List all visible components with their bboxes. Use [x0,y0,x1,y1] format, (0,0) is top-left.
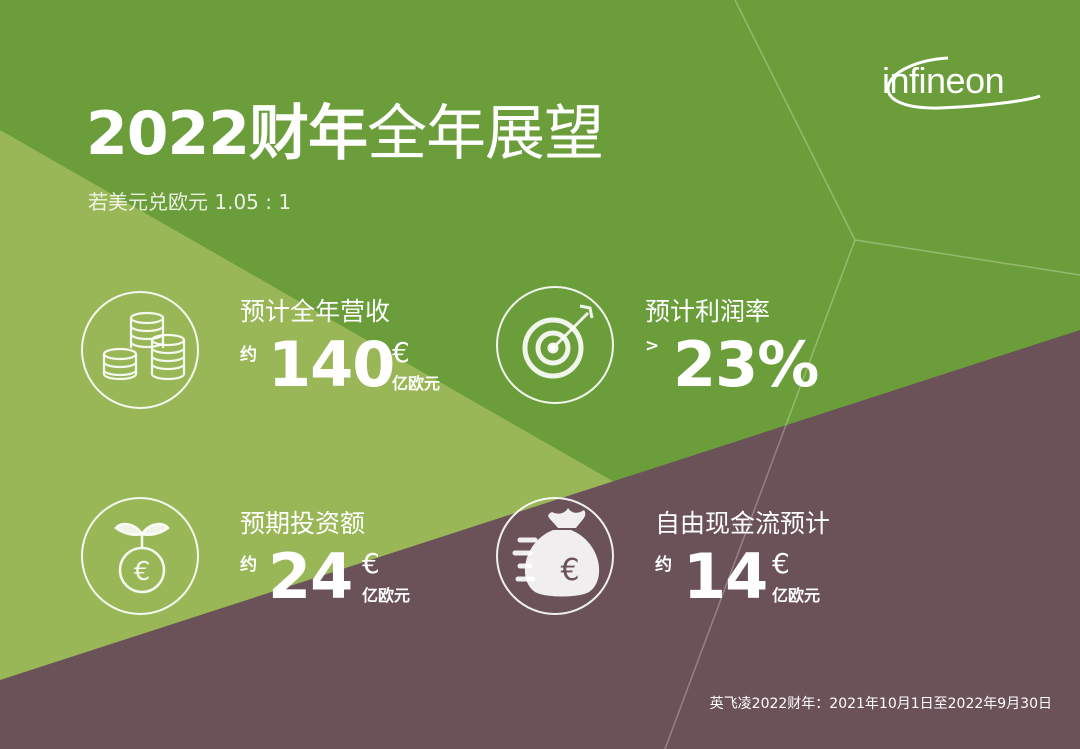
investment-unit: 亿欧元 [362,586,411,605]
cashflow-prefix: 约 [655,555,672,575]
revenue-prefix: 约 [240,345,257,365]
coins-icon [102,311,186,381]
title-light: 全年展望 [367,99,604,169]
sprout-coin-icon: € [114,522,170,594]
infineon-logo: infineon [882,60,1005,101]
revenue-currency: € [392,336,410,369]
revenue-unit: 亿欧元 [392,374,441,393]
target-icon [522,304,594,379]
logo-swoosh [886,56,1041,110]
investment-value: 24 [268,540,353,613]
cashflow-label: 自由现金流预计 [655,509,831,538]
revenue-label: 预计全年营收 [240,297,391,326]
exchange-rate-subtitle: 若美元兑欧元 1.05 : 1 [88,190,292,214]
cashflow-value: 14 [683,540,768,613]
target-icon-ring [496,286,614,404]
money-bag-icon: € [512,508,600,597]
svg-text:€: € [134,557,151,587]
margin-value: 23% [673,328,819,401]
sprout-icon-ring [81,497,199,615]
fiscal-year-footnote: 英飞凌2022财年：2021年10月1日至2022年9月30日 [709,696,1052,712]
svg-text:€: € [560,553,579,588]
decorative-lines [664,0,1080,749]
revenue-value: 140 [268,328,395,401]
page-title: 2022财年全年展望 [86,98,604,170]
cashflow-unit: 亿欧元 [772,586,821,605]
cashflow-currency: € [772,547,790,580]
investment-prefix: 约 [240,555,257,575]
investment-label: 预期投资额 [240,509,366,538]
bag-icon-ring [496,497,614,615]
margin-label: 预计利润率 [645,297,771,326]
coins-icon-ring [81,291,199,409]
title-bold: 2022财年 [86,99,368,169]
investment-currency: € [362,547,380,580]
margin-prefix: > [645,336,660,356]
